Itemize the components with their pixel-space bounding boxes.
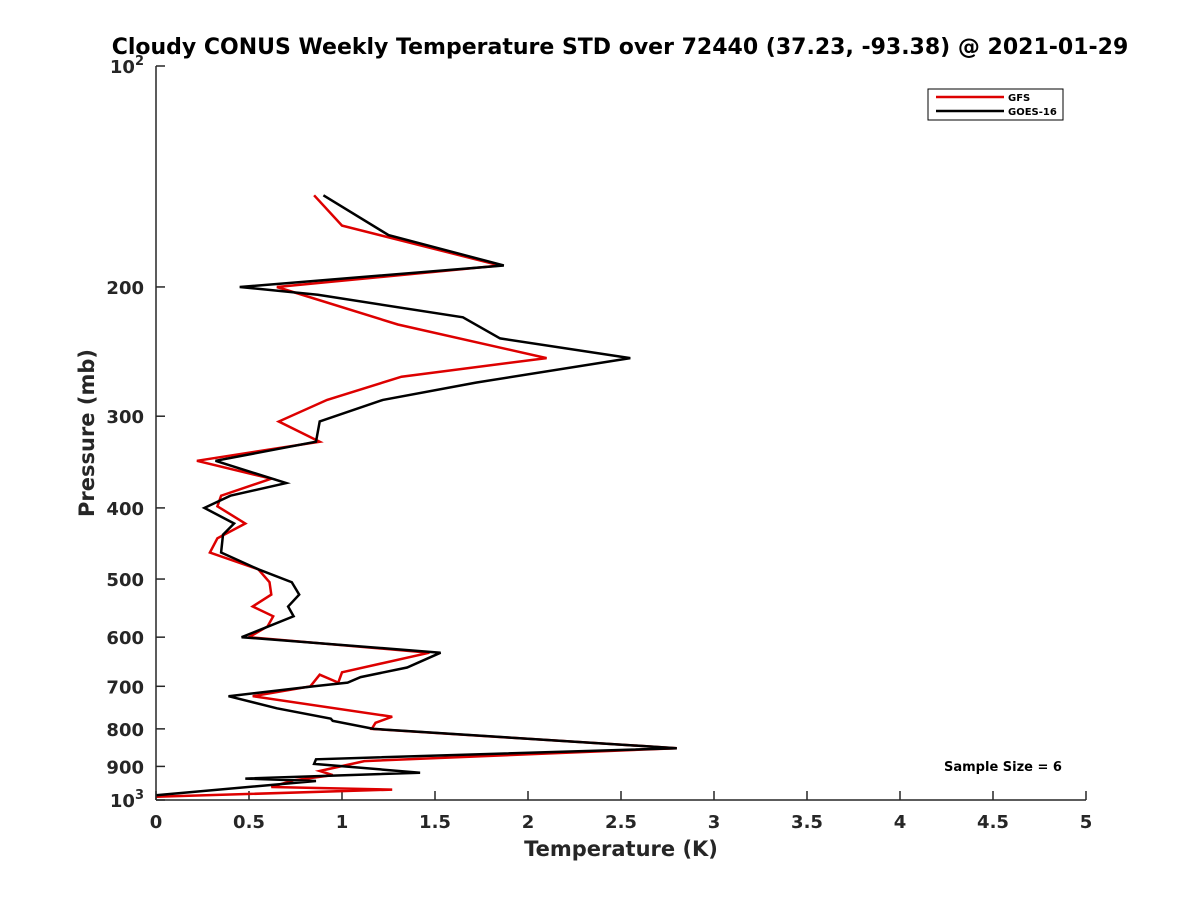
y-tick-label: 103	[110, 788, 144, 812]
x-tick-label: 4.5	[977, 812, 1009, 833]
y-tick-labels: 102 200 300 400 500 600 700 800 900 103	[106, 54, 144, 812]
x-tick-label: 0.5	[233, 812, 265, 833]
y-tick-label: 900	[106, 757, 144, 778]
x-tick-label: 2	[522, 812, 535, 833]
legend-gfs-label: GFS	[1008, 93, 1030, 104]
x-axis-label: Temperature (K)	[524, 837, 718, 861]
x-tick-label: 2.5	[605, 812, 637, 833]
legend-goes16-label: GOES-16	[1008, 107, 1057, 118]
x-tick-labels: 0 0.5 1 1.5 2 2.5 3 3.5 4 4.5 5	[150, 812, 1093, 833]
x-tick-label: 5	[1080, 812, 1093, 833]
legend-box	[927, 88, 1064, 121]
plot-lines	[155, 194, 677, 799]
sample-size-annotation: Sample Size = 6	[944, 760, 1062, 775]
x-tick-label: 3.5	[791, 812, 823, 833]
y-tick-label: 600	[106, 628, 144, 649]
x-tick-label: 3	[708, 812, 721, 833]
x-tick-label: 0	[150, 812, 163, 833]
y-tick-label: 800	[106, 720, 144, 741]
y-tick-label: 500	[106, 570, 144, 591]
series-line-goes-16	[155, 194, 677, 797]
axis-ticks	[155, 65, 1087, 801]
y-tick-label: 400	[106, 499, 144, 520]
legend: GFS GOES-16	[927, 88, 1064, 121]
y-tick-label: 700	[106, 677, 144, 698]
x-tick-label: 1	[336, 812, 349, 833]
y-axis-label: Pressure (mb)	[75, 349, 99, 517]
chart-title: Cloudy CONUS Weekly Temperature STD over…	[112, 35, 1129, 60]
y-tick-label: 300	[106, 407, 144, 428]
x-tick-label: 4	[894, 812, 907, 833]
y-tick-label: 102	[110, 54, 144, 78]
x-tick-label: 1.5	[419, 812, 451, 833]
y-tick-label: 200	[106, 278, 144, 299]
